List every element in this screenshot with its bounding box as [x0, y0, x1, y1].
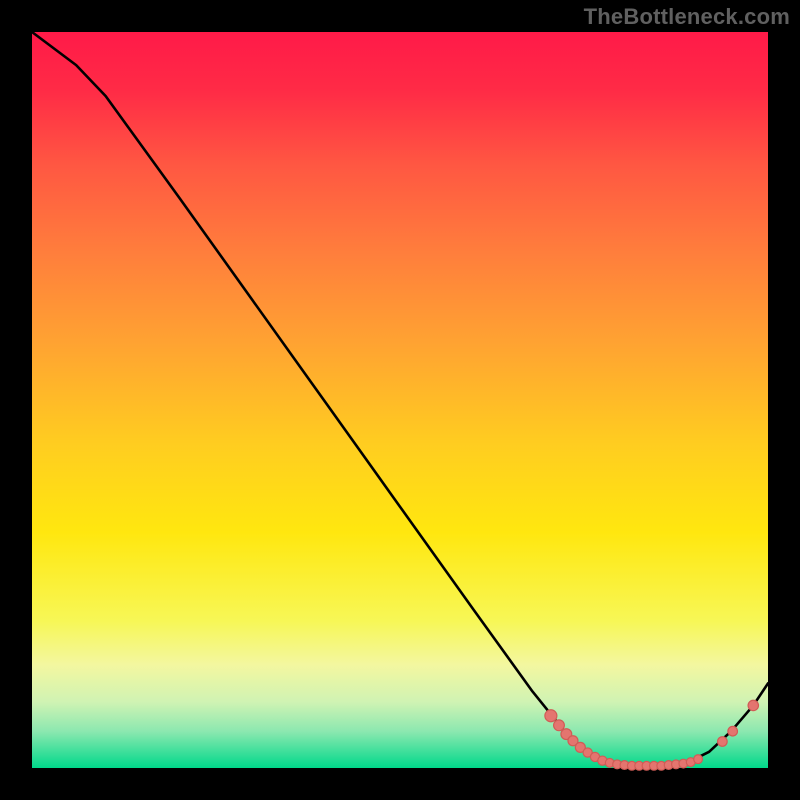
- chart-svg: [0, 0, 800, 800]
- data-marker: [554, 720, 565, 731]
- data-marker: [718, 737, 728, 747]
- data-marker: [545, 710, 557, 722]
- plot-background: [32, 32, 768, 768]
- data-marker: [694, 755, 703, 764]
- data-marker: [728, 726, 738, 736]
- data-marker: [748, 700, 758, 710]
- chart-stage: TheBottleneck.com: [0, 0, 800, 800]
- watermark-text: TheBottleneck.com: [584, 4, 790, 30]
